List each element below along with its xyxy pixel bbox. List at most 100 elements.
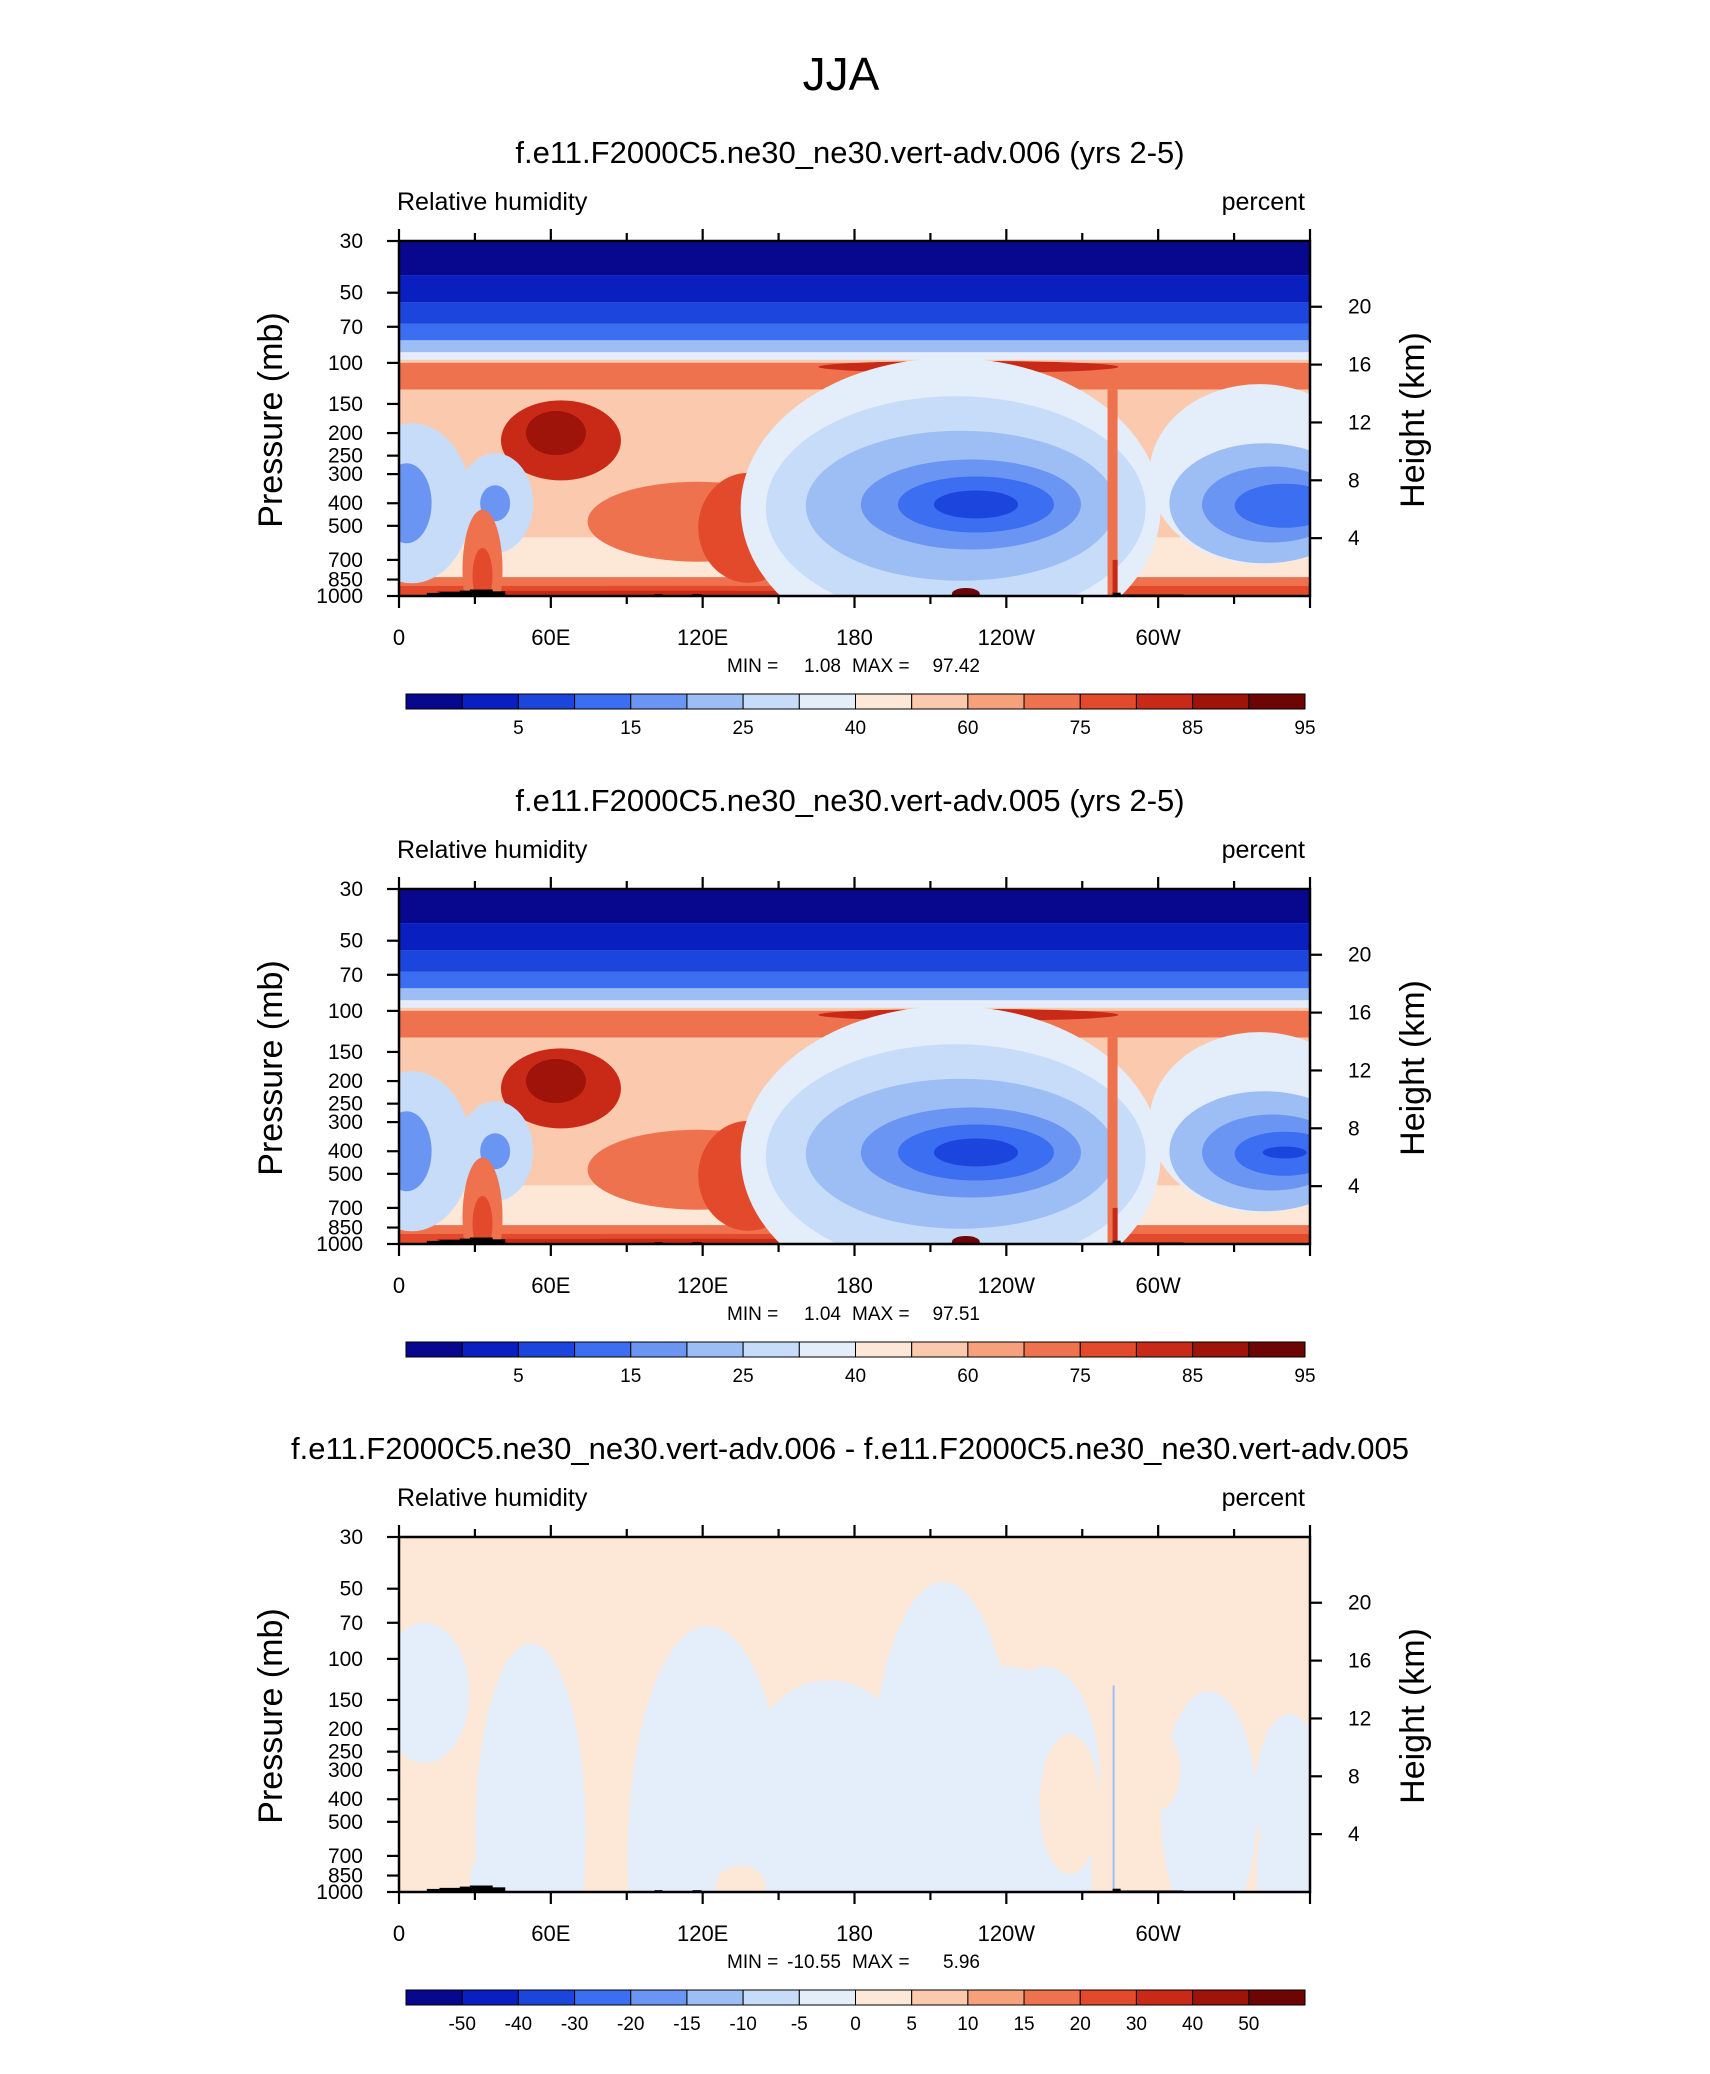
colorbar: -50 -40 -30 -20 -15 -10 -5 0 5 10 15 20 30 40 50	[405, 1989, 1306, 2035]
terrain-mask	[479, 1887, 506, 1892]
colorbar-label: 60	[957, 1366, 978, 1387]
colorbar-label: 25	[733, 1366, 754, 1387]
pressure-tick-label: 50	[340, 930, 363, 953]
colorbar-swatch	[855, 1341, 913, 1358]
colorbar-swatch	[686, 1989, 744, 2006]
lon-tick-label: 60E	[531, 625, 570, 650]
lon-tick-label: 120E	[677, 1921, 728, 1946]
upper-moist-core	[525, 411, 586, 456]
page-title: JJA	[803, 48, 880, 100]
pressure-tick-label: 300	[328, 1111, 363, 1134]
colorbar: 5 15 25 40 60 75 85 95	[405, 693, 1316, 739]
pressure-tick-label: 500	[328, 1163, 363, 1186]
negative-region	[627, 1625, 788, 1892]
lon-tick-label: 60W	[1136, 1921, 1181, 1946]
colorbar-label: 5	[906, 2014, 917, 2035]
terrain-mask	[439, 1239, 473, 1244]
colorbar-swatch	[461, 693, 519, 710]
colorbar-swatch	[1079, 1341, 1137, 1358]
pressure-tick-label: 250	[328, 445, 363, 468]
colorbar-label: -5	[791, 2014, 808, 2035]
min-label: MIN =	[727, 1952, 778, 1973]
terrain-mask	[479, 591, 506, 596]
min-label: MIN =	[727, 656, 778, 677]
colorbar-swatch	[1135, 1989, 1194, 2006]
height-tick-label: 16	[1348, 354, 1371, 377]
colorbar-label: 85	[1182, 718, 1203, 739]
colorbar-label: 85	[1182, 1366, 1203, 1387]
pressure-tick-label: 700	[328, 549, 363, 572]
colorbar-swatch	[855, 1989, 913, 2006]
max-label: MAX =	[852, 656, 910, 677]
pressure-tick-label: 100	[328, 1000, 363, 1023]
colorbar-swatch	[1192, 1341, 1250, 1358]
pressure-tick-label: 850	[328, 1217, 363, 1240]
field-name-label: Relative humidity	[397, 836, 588, 864]
lon-tick-label: 180	[836, 625, 873, 650]
moist-column-core	[1112, 559, 1118, 596]
stratosphere-band	[399, 275, 1310, 303]
colorbar-swatch	[742, 693, 800, 710]
colorbar-swatch	[686, 1341, 744, 1358]
pressure-tick-label: 250	[328, 1093, 363, 1116]
stratosphere-band	[399, 352, 1310, 360]
colorbar-label: 0	[850, 2014, 861, 2035]
min-value: -10.55	[787, 1952, 841, 1973]
height-tick-label: 16	[1348, 1002, 1371, 1025]
stratosphere-band	[399, 340, 1310, 353]
surface-moist-band	[601, 590, 736, 595]
dry-core	[933, 490, 1018, 519]
pressure-tick-label: 400	[328, 492, 363, 515]
lon-tick-label: 180	[836, 1273, 873, 1298]
stratosphere-band	[399, 950, 1310, 972]
colorbar-swatch	[686, 693, 744, 710]
pressure-tick-label: 30	[340, 878, 363, 901]
contour-plot	[399, 1537, 1310, 1892]
colorbar-swatch	[461, 1341, 519, 1358]
units-label: percent	[1222, 836, 1305, 864]
colorbar-swatch	[1023, 1989, 1081, 2006]
colorbar-label: 75	[1070, 718, 1091, 739]
colorbar-label: -15	[673, 2014, 700, 2035]
positive-region	[1136, 1730, 1181, 1811]
pressure-tick-label: 400	[328, 1140, 363, 1163]
pressure-tick-label: 50	[340, 1578, 363, 1601]
height-tick-label: 8	[1348, 1765, 1360, 1788]
colorbar-label: 50	[1238, 2014, 1259, 2035]
colorbar-label: 40	[845, 718, 866, 739]
y2-axis-label: Height (km)	[1394, 1628, 1432, 1804]
surface-moist-band	[601, 1238, 736, 1243]
colorbar-swatch	[911, 693, 969, 710]
panel-title: f.e11.F2000C5.ne30_ne30.vert-adv.005 (yr…	[515, 783, 1184, 818]
pressure-tick-label: 300	[328, 463, 363, 486]
colorbar-swatch	[405, 1341, 463, 1358]
lon-tick-label: 120W	[978, 1921, 1036, 1946]
colorbar-swatch	[1192, 1989, 1250, 2006]
y-axis-label: Pressure (mb)	[252, 312, 290, 527]
pressure-tick-label: 700	[328, 1197, 363, 1220]
colorbar-swatch	[855, 693, 913, 710]
colorbar-swatch	[517, 1341, 576, 1358]
pressure-tick-label: 70	[340, 1612, 363, 1635]
positive-region	[715, 1865, 766, 1892]
field-name-label: Relative humidity	[397, 188, 588, 216]
height-tick-label: 8	[1348, 469, 1360, 492]
colorbar-label: 15	[1013, 2014, 1034, 2035]
positive-region	[1039, 1734, 1100, 1875]
max-value: 97.51	[932, 1304, 980, 1325]
pressure-tick-label: 1000	[316, 1881, 363, 1904]
colorbar-label: -10	[729, 2014, 756, 2035]
colorbar-swatch	[1079, 1989, 1137, 2006]
pressure-tick-label: 70	[340, 316, 363, 339]
height-tick-label: 12	[1348, 1707, 1371, 1730]
y2-axis-label: Height (km)	[1394, 980, 1432, 1156]
colorbar-label: 40	[1182, 2014, 1203, 2035]
terrain-mask	[439, 591, 473, 596]
colorbar-swatch	[1135, 1341, 1194, 1358]
colorbar-swatch	[630, 1341, 688, 1358]
height-tick-label: 4	[1348, 1175, 1360, 1198]
negative-region	[1160, 1691, 1257, 1892]
colorbar-label: 40	[845, 1366, 866, 1387]
colorbar-swatch	[630, 693, 688, 710]
min-label: MIN =	[727, 1304, 778, 1325]
